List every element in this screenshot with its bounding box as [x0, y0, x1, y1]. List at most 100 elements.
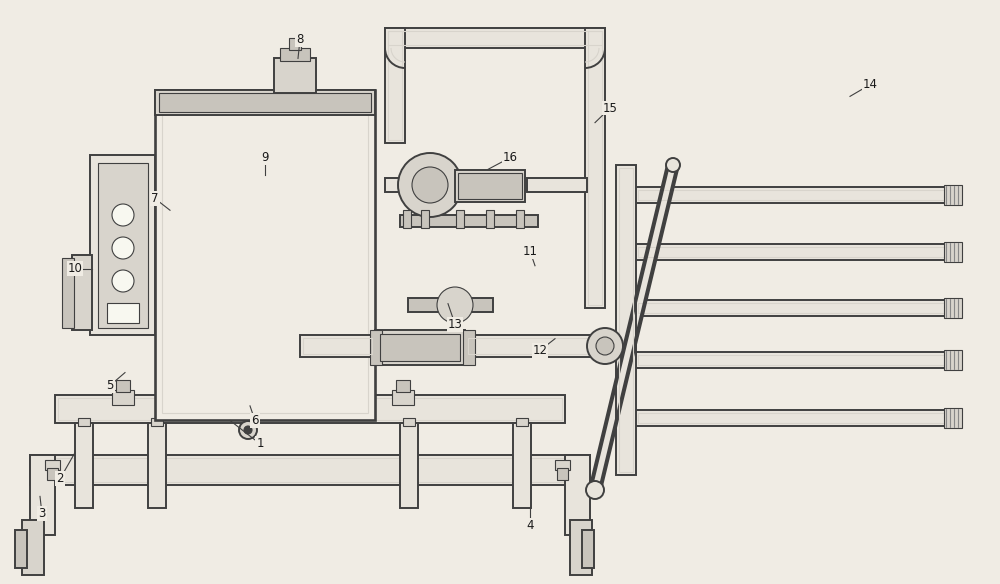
Bar	[116, 380, 130, 392]
Text: 1: 1	[256, 437, 264, 450]
Bar	[638, 303, 947, 313]
Bar	[385, 28, 605, 48]
Text: 11: 11	[522, 245, 538, 258]
Bar	[47, 468, 58, 480]
Bar	[98, 163, 148, 328]
Bar	[486, 210, 494, 228]
Bar	[421, 210, 429, 228]
Bar	[527, 178, 587, 192]
Circle shape	[666, 158, 680, 172]
Bar	[30, 455, 590, 485]
Bar	[55, 395, 565, 423]
Bar	[944, 350, 962, 370]
Bar	[375, 330, 465, 365]
Bar	[396, 380, 410, 392]
Bar	[403, 418, 415, 426]
Circle shape	[244, 426, 252, 434]
Bar	[635, 187, 950, 203]
Bar	[465, 335, 610, 357]
Bar	[58, 398, 562, 420]
Bar	[155, 90, 375, 115]
Bar	[75, 423, 93, 508]
Bar	[380, 334, 460, 361]
Bar	[162, 97, 368, 413]
Bar	[635, 300, 950, 316]
Bar	[400, 423, 418, 508]
Text: 15: 15	[603, 102, 617, 114]
Bar	[400, 215, 538, 227]
Bar	[944, 242, 962, 262]
Bar	[151, 418, 163, 426]
Bar	[107, 303, 139, 323]
Bar	[944, 185, 962, 205]
Circle shape	[112, 204, 134, 226]
Text: 4: 4	[526, 519, 534, 532]
Circle shape	[437, 287, 473, 323]
Text: 7: 7	[151, 192, 159, 205]
Bar	[388, 31, 602, 45]
Bar	[455, 170, 525, 202]
Bar	[15, 530, 27, 568]
Bar	[385, 28, 405, 143]
Text: 13: 13	[448, 318, 462, 331]
Bar	[635, 410, 950, 426]
Bar	[303, 338, 372, 354]
Bar	[385, 178, 403, 192]
Bar	[619, 168, 633, 472]
Bar	[588, 31, 602, 305]
Text: 14: 14	[862, 78, 878, 91]
Bar	[638, 190, 947, 200]
Text: 5: 5	[106, 379, 114, 392]
Bar	[944, 408, 962, 428]
Circle shape	[412, 167, 448, 203]
Bar	[616, 165, 636, 475]
Circle shape	[596, 337, 614, 355]
Text: 3: 3	[38, 507, 46, 520]
Bar	[468, 338, 607, 354]
Bar	[274, 58, 316, 93]
Circle shape	[586, 481, 604, 499]
Bar	[148, 423, 166, 508]
Polygon shape	[590, 165, 678, 490]
Circle shape	[398, 153, 462, 217]
Bar	[570, 520, 592, 575]
Bar	[635, 244, 950, 260]
Bar	[30, 455, 55, 535]
Bar	[582, 530, 594, 568]
Bar	[22, 520, 44, 575]
Bar	[403, 210, 411, 228]
Bar	[90, 155, 155, 335]
Bar	[289, 38, 301, 50]
Bar	[112, 390, 134, 405]
Bar	[638, 247, 947, 257]
Bar	[638, 355, 947, 365]
Text: 2: 2	[56, 472, 64, 485]
Circle shape	[239, 421, 257, 439]
Bar	[159, 93, 371, 112]
Bar	[555, 460, 570, 470]
Bar	[35, 458, 585, 482]
Bar	[635, 352, 950, 368]
Text: 10: 10	[68, 262, 82, 275]
Bar	[370, 330, 382, 365]
Bar	[392, 390, 414, 405]
Bar	[516, 210, 524, 228]
Text: 16: 16	[503, 151, 518, 164]
Text: 12: 12	[532, 344, 548, 357]
Bar	[458, 173, 522, 199]
Bar	[638, 413, 947, 423]
Bar	[280, 48, 310, 61]
Bar	[408, 298, 493, 312]
Text: 6: 6	[251, 414, 259, 427]
Bar	[513, 423, 531, 508]
Circle shape	[587, 328, 623, 364]
Bar	[62, 258, 74, 328]
Circle shape	[112, 270, 134, 292]
Text: 8: 8	[296, 33, 304, 46]
Text: 9: 9	[261, 151, 269, 164]
Bar	[300, 335, 375, 357]
Bar	[585, 28, 605, 308]
Bar	[456, 210, 464, 228]
Bar	[516, 418, 528, 426]
Bar	[155, 90, 375, 420]
